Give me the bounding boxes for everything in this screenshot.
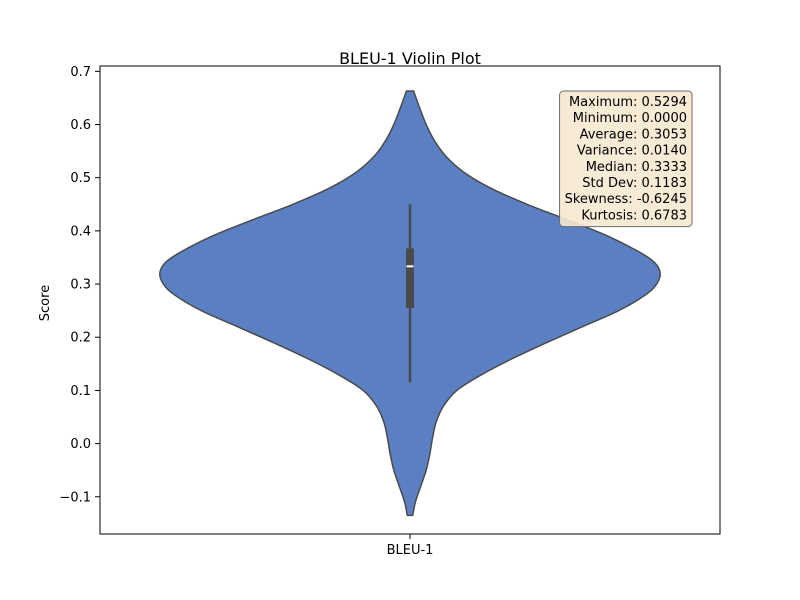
stats-line: Kurtosis: 0.6783 [581,208,687,223]
stats-line: Minimum: 0.0000 [573,111,687,126]
y-axis: −0.1 0.0 0.1 0.2 0.3 0.4 0.5 0.6 0.7 [59,65,100,505]
y-tick-label: 0.1 [70,384,91,399]
stats-line: Maximum: 0.5294 [569,95,687,110]
y-tick-label: 0.2 [70,331,91,346]
y-tick-label: 0.5 [70,171,91,186]
stats-line: Variance: 0.0140 [577,144,687,159]
y-tick-label: 0.4 [70,224,91,239]
stats-line: Skewness: -0.6245 [565,192,687,207]
y-tick-label: 0.7 [70,65,91,80]
stats-line: Median: 0.3333 [586,160,687,175]
y-tick-label: 0.6 [70,118,91,133]
y-tick-label: 0.0 [70,437,91,452]
stats-line: Std Dev: 0.1183 [582,176,687,191]
stats-line: Average: 0.3053 [580,127,687,142]
stats-box-background [559,90,693,228]
y-tick-label: 0.3 [70,278,91,293]
y-tick-label: −0.1 [59,490,91,505]
plot-area [159,90,661,517]
y-axis-label: Score [38,285,53,321]
x-axis: BLEU-1 [387,534,434,558]
iqr-box [406,248,414,308]
x-tick-label: BLEU-1 [387,543,434,558]
chart-title: BLEU-1 Violin Plot [339,49,481,68]
